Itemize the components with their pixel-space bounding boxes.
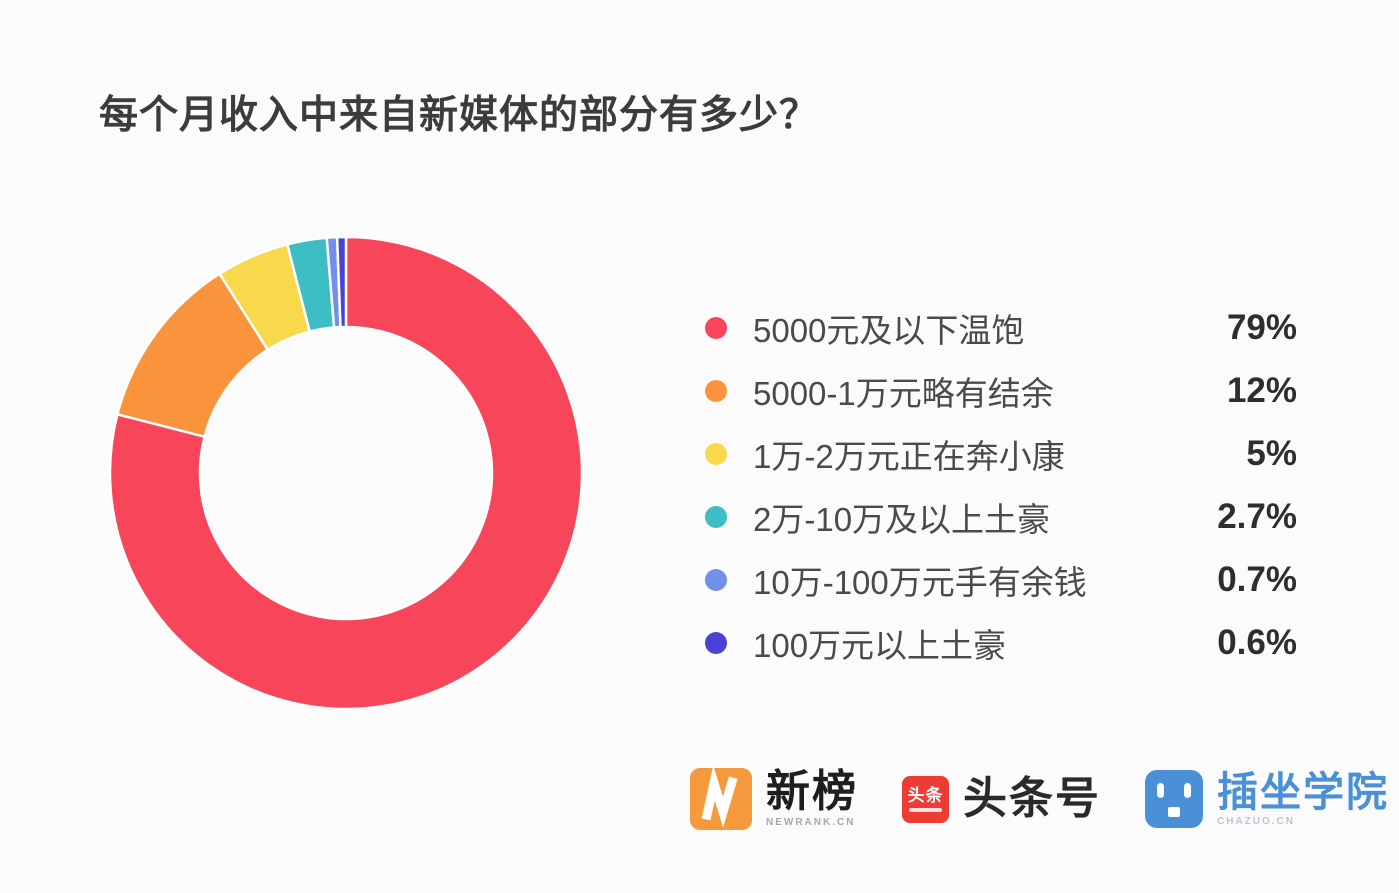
legend-item-1: 5000-1万元略有结余 12% <box>705 359 1297 422</box>
legend-label: 2万-10万及以上土豪 <box>753 500 1051 538</box>
chart-title: 每个月收入中来自新媒体的部分有多少？ <box>99 94 820 137</box>
legend-item-5: 100万元以上土豪 0.6% <box>705 611 1297 674</box>
toutiao-icon-text: 头条 <box>907 785 944 805</box>
legend-label: 1万-2万元正在奔小康 <box>753 437 1065 475</box>
footer-logos: 新榜 NEWRANK.CN 头条 头条号 插坐学院 CHAZUO.CN <box>690 768 1389 830</box>
donut-segment-5 <box>335 235 348 329</box>
legend-percent: 2.7% <box>1217 496 1297 536</box>
newrank-logo: 新榜 NEWRANK.CN <box>690 768 858 830</box>
legend-dot-icon <box>705 505 727 528</box>
chazuo-eye-right <box>1184 783 1191 798</box>
legend-label: 100万元以上土豪 <box>753 626 1007 664</box>
legend-percent: 0.7% <box>1217 559 1297 599</box>
legend-percent: 12% <box>1226 370 1297 410</box>
legend-label: 10万-100万元手有余钱 <box>753 563 1087 601</box>
toutiao-logo: 头条 头条号 <box>902 775 1101 823</box>
legend-dot-icon <box>705 631 727 654</box>
chazuo-text-block: 插坐学院 CHAZUO.CN <box>1217 768 1389 827</box>
legend: 5000元及以下温饱 79% 5000-1万元略有结余 12% 1万-2万元正在奔小康 5… <box>705 296 1297 674</box>
newrank-text-block: 新榜 NEWRANK.CN <box>766 770 858 828</box>
legend-dot-icon <box>705 379 727 402</box>
chazuo-logo: 插坐学院 CHAZUO.CN <box>1145 770 1389 828</box>
legend-item-4: 10万-100万元手有余钱 0.7% <box>705 548 1297 611</box>
legend-percent: 79% <box>1226 307 1297 347</box>
chazuo-eye-left <box>1157 783 1164 798</box>
chazuo-robot-face-icon <box>1145 770 1203 828</box>
toutiao-name: 头条号 <box>963 774 1101 823</box>
chazuo-url: CHAZUO.CN <box>1217 815 1295 827</box>
legend-label: 5000-1万元略有结余 <box>753 374 1054 412</box>
donut-chart <box>108 235 584 711</box>
chazuo-name: 插坐学院 <box>1217 768 1389 815</box>
newrank-lightning-n-icon <box>701 768 738 828</box>
legend-label: 5000元及以下温饱 <box>753 311 1025 349</box>
legend-dot-icon <box>705 316 727 339</box>
legend-percent: 0.6% <box>1217 622 1297 662</box>
legend-item-2: 1万-2万元正在奔小康 5% <box>705 422 1297 485</box>
legend-percent: 5% <box>1246 433 1297 473</box>
legend-item-3: 2万-10万及以上土豪 2.7% <box>705 485 1297 548</box>
legend-item-0: 5000元及以下温饱 79% <box>705 296 1297 359</box>
newrank-name: 新榜 <box>766 767 858 816</box>
donut-segment-0 <box>108 235 584 711</box>
toutiao-text-block: 头条号 <box>963 777 1101 821</box>
legend-dot-icon <box>705 568 727 591</box>
toutiao-icon-bar <box>909 807 942 812</box>
newrank-icon <box>690 768 752 830</box>
legend-dot-icon <box>705 442 727 465</box>
toutiao-icon: 头条 <box>902 775 949 823</box>
chazuo-mouth <box>1168 807 1180 817</box>
newrank-url: NEWRANK.CN <box>766 817 856 828</box>
